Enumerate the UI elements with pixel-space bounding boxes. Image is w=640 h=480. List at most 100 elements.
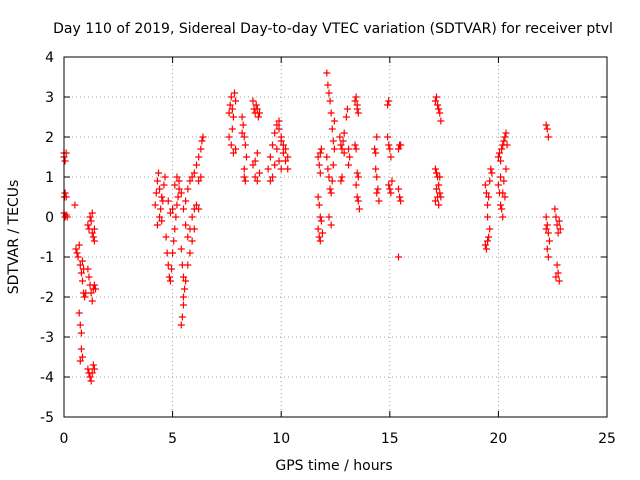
data-point (273, 145, 281, 153)
data-point (436, 189, 444, 197)
data-point (373, 189, 381, 197)
data-point (84, 365, 92, 373)
data-point (161, 173, 169, 181)
data-point (394, 185, 402, 193)
data-point (78, 277, 86, 285)
data-point (330, 117, 338, 125)
data-point (542, 225, 550, 233)
data-point (175, 185, 183, 193)
data-point (86, 213, 94, 221)
data-point (500, 137, 508, 145)
y-tick-label: -5 (40, 410, 54, 426)
data-point (432, 169, 440, 177)
data-point (177, 189, 185, 197)
data-point (72, 245, 80, 253)
data-point (160, 181, 168, 189)
data-point (329, 137, 337, 145)
data-point (184, 185, 192, 193)
y-tick-label: 3 (45, 90, 54, 106)
data-point (251, 157, 259, 165)
data-point (63, 213, 71, 221)
data-point (374, 185, 382, 193)
data-point (158, 193, 166, 201)
data-point (157, 205, 165, 213)
data-point (76, 321, 84, 329)
data-point (502, 165, 510, 173)
data-point (497, 157, 505, 165)
data-point (225, 133, 233, 141)
data-point (314, 193, 322, 201)
data-point (188, 237, 196, 245)
data-point (225, 109, 233, 117)
data-point (481, 181, 489, 189)
data-point (542, 121, 550, 129)
data-point (432, 93, 440, 101)
data-point (338, 145, 346, 153)
data-point (252, 101, 260, 109)
data-point (81, 293, 89, 301)
data-point (84, 221, 92, 229)
data-point (494, 153, 502, 161)
data-point (266, 177, 274, 185)
data-point (158, 217, 166, 225)
data-point (89, 361, 97, 369)
data-point (77, 269, 85, 277)
data-point (87, 217, 95, 225)
data-point (226, 101, 234, 109)
data-point (188, 213, 196, 221)
data-point (253, 149, 261, 157)
data-point (240, 133, 248, 141)
data-point (386, 145, 394, 153)
data-point (197, 145, 205, 153)
axis-ticks (63, 56, 608, 418)
data-point (192, 201, 200, 209)
data-point (352, 93, 360, 101)
data-point (255, 169, 263, 177)
data-point (168, 265, 176, 273)
data-point (266, 153, 274, 161)
data-point (192, 161, 200, 169)
data-point (387, 153, 395, 161)
data-point (431, 97, 439, 105)
data-point (495, 149, 503, 157)
data-point (544, 229, 552, 237)
data-point (190, 225, 198, 233)
data-point (345, 145, 353, 153)
y-tick-label: -3 (40, 330, 54, 346)
data-point (169, 205, 177, 213)
data-point (336, 133, 344, 141)
y-tick-label: 2 (45, 130, 54, 146)
data-point (282, 145, 290, 153)
data-point (337, 141, 345, 149)
data-point (227, 93, 235, 101)
data-point (88, 229, 96, 237)
plot-frame (63, 56, 608, 418)
data-point (184, 261, 192, 269)
data-point (166, 277, 174, 285)
data-point (543, 125, 551, 133)
x-tick-label: 0 (60, 431, 69, 447)
data-point (318, 229, 326, 237)
chart-title: Day 110 of 2019, Sidereal Day-to-day VTE… (53, 21, 613, 37)
data-point (249, 161, 257, 169)
data-point (86, 373, 94, 381)
data-point (544, 253, 552, 261)
data-point (228, 125, 236, 133)
data-point (326, 185, 334, 193)
data-point (89, 233, 97, 241)
data-point (182, 277, 190, 285)
data-point (498, 145, 506, 153)
data-point (317, 145, 325, 153)
data-point (556, 225, 564, 233)
data-point (394, 253, 402, 261)
data-point (253, 105, 261, 113)
data-point (177, 321, 185, 329)
data-point (77, 329, 85, 337)
data-point (544, 133, 552, 141)
data-point (172, 213, 180, 221)
data-point (255, 109, 263, 117)
data-point (90, 281, 98, 289)
data-point (240, 173, 248, 181)
data-point (397, 197, 405, 205)
